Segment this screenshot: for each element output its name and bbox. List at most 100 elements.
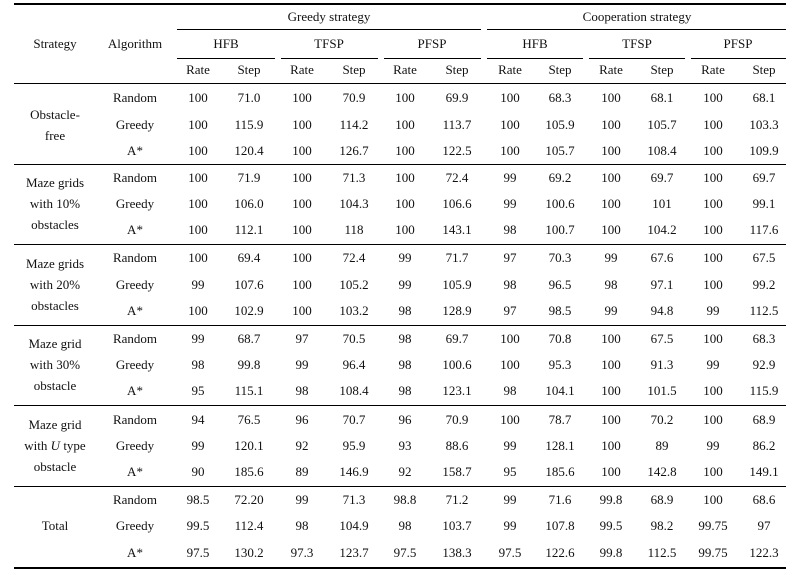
rate-cell: 99.8 <box>599 492 623 507</box>
rate-cell: 100 <box>703 464 723 479</box>
rate-cell: 100 <box>703 170 723 185</box>
step-cell: 71.3 <box>342 170 366 185</box>
rate-cell: 97 <box>503 303 517 318</box>
step-cell: 108.4 <box>647 143 677 158</box>
rate-cell: 100 <box>601 143 621 158</box>
step-cell: 70.9 <box>342 90 366 105</box>
algorithm-cell: Greedy <box>115 357 155 372</box>
rate-cell: 100 <box>395 90 415 105</box>
rate-cell: 100 <box>601 331 621 346</box>
step-cell: 69.7 <box>650 170 674 185</box>
section-rule <box>14 164 786 165</box>
group-header-cooperation: Cooperation strategy <box>582 9 692 24</box>
rate-cell: 100 <box>188 303 208 318</box>
step-cell: 100.6 <box>545 196 575 211</box>
rate-cell: 99.75 <box>698 518 728 533</box>
step-cell: 100.6 <box>442 357 472 372</box>
step-cell: 99.8 <box>237 357 261 372</box>
rate-cell: 97.5 <box>393 545 417 560</box>
algorithm-cell: A* <box>127 143 143 158</box>
step-cell: 109.9 <box>749 143 779 158</box>
step-cell: 72.4 <box>342 250 366 265</box>
step-cell: 69.9 <box>445 90 469 105</box>
rate-cell: 100 <box>188 90 208 105</box>
rate-cell: 100 <box>601 383 621 398</box>
step-cell: 112.1 <box>234 222 264 237</box>
algorithm-cell: Greedy <box>115 196 155 211</box>
rate-cell: 98 <box>398 383 412 398</box>
step-cell: 92.9 <box>752 357 776 372</box>
step-cell: 123.1 <box>442 383 472 398</box>
step-cell: 120.1 <box>234 438 264 453</box>
step-cell: 99.1 <box>752 196 776 211</box>
algorithm-cell: A* <box>127 303 143 318</box>
step-cell: 71.7 <box>445 250 469 265</box>
rate-cell: 100 <box>188 196 208 211</box>
rate-cell: 100 <box>601 117 621 132</box>
rate-cell: 97 <box>503 250 517 265</box>
rate-cell: 99 <box>706 357 720 372</box>
rate-cell: 100 <box>500 143 520 158</box>
step-cell: 104.9 <box>339 518 369 533</box>
step-cell: 86.2 <box>752 438 776 453</box>
step-cell: 114.2 <box>339 117 369 132</box>
rate-cell: 100 <box>395 143 415 158</box>
step-cell: 112.4 <box>234 518 264 533</box>
step-cell: 91.3 <box>650 357 674 372</box>
strategy-header: Strategy <box>33 36 77 51</box>
section-label-line: with 10% <box>29 196 81 211</box>
group-header-greedy: Greedy strategy <box>287 9 371 24</box>
rate-cell: 97 <box>295 331 309 346</box>
rate-cell: 99 <box>503 518 517 533</box>
step-cell: 72.4 <box>445 170 469 185</box>
section-rule <box>14 244 786 245</box>
algorithm-cell: Random <box>112 170 158 185</box>
rate-cell: 99 <box>295 357 309 372</box>
rate-cell: 99 <box>398 250 412 265</box>
bottom-rule <box>14 567 786 569</box>
rate-cell: 99 <box>191 438 205 453</box>
rate-cell: 100 <box>703 196 723 211</box>
algorithm-cell: Greedy <box>115 518 155 533</box>
step-cell: 71.6 <box>548 492 572 507</box>
rate-cell: 100 <box>188 143 208 158</box>
section-label-line: with 30% <box>29 357 81 372</box>
rate-cell: 98 <box>295 518 309 533</box>
step-cell: 122.6 <box>545 545 575 560</box>
rate-cell: 99 <box>191 331 205 346</box>
rate-cell: 99 <box>398 277 412 292</box>
rate-cell: 100 <box>703 383 723 398</box>
rate-cell: 100 <box>395 117 415 132</box>
rate-cell: 99.75 <box>698 545 728 560</box>
step-cell: 67.5 <box>752 250 776 265</box>
step-cell: 67.6 <box>650 250 674 265</box>
rate-header: Rate <box>393 62 417 77</box>
step-cell: 130.2 <box>234 545 264 560</box>
step-cell: 115.9 <box>234 117 264 132</box>
step-cell: 72.20 <box>234 492 264 507</box>
step-cell: 70.5 <box>342 331 366 346</box>
section-label-line: obstacles <box>31 217 79 232</box>
step-cell: 95.9 <box>342 438 366 453</box>
step-cell: 97.1 <box>650 277 674 292</box>
step-header: Step <box>752 62 776 77</box>
step-cell: 98.5 <box>548 303 572 318</box>
section-rule <box>14 405 786 406</box>
step-cell: 97 <box>757 518 771 533</box>
rate-cell: 97.5 <box>498 545 522 560</box>
step-cell: 146.9 <box>339 464 369 479</box>
pfsp-greedy-rule <box>384 58 481 59</box>
step-cell: 70.9 <box>445 412 469 427</box>
method-header: TFSP <box>314 36 344 51</box>
section-label-line: with U type <box>24 438 86 453</box>
rate-cell: 99 <box>503 196 517 211</box>
header-rule <box>14 83 786 84</box>
step-cell: 68.3 <box>548 90 572 105</box>
section-label-line: Maze grids <box>25 175 85 190</box>
step-cell: 95.3 <box>548 357 572 372</box>
rate-cell: 99 <box>604 303 618 318</box>
step-cell: 96.4 <box>342 357 366 372</box>
rate-cell: 100 <box>703 277 723 292</box>
section-rule <box>14 325 786 326</box>
section-label-line: Maze grid <box>28 417 82 432</box>
